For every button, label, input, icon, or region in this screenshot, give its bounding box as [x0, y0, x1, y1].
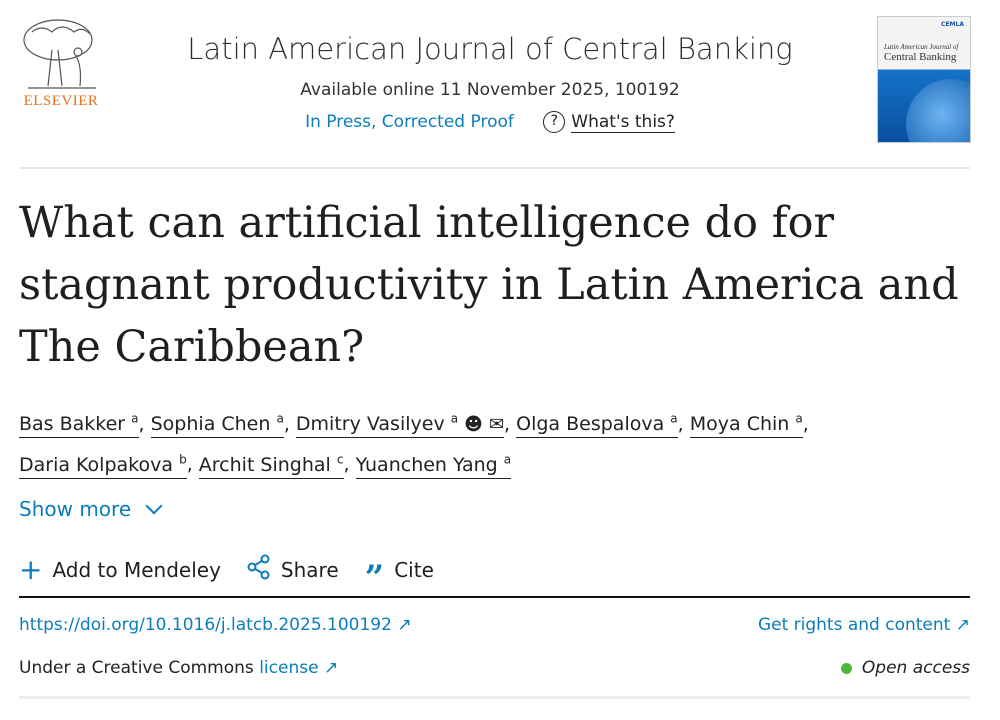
chevron-down-icon: [145, 497, 162, 515]
author-link[interactable]: Daria Kolpakova b: [19, 452, 187, 479]
divider: [19, 696, 970, 699]
cover-line1: Latin American Journal of: [884, 43, 959, 51]
open-access-dot-icon: [840, 662, 852, 674]
author-link[interactable]: Dmitry Vasilyev a ☻ ✉: [295, 412, 505, 439]
journal-title[interactable]: Latin American Journal of Central Bankin…: [187, 32, 793, 66]
open-access-badge: Open access: [840, 658, 970, 678]
globe-graphic: [906, 79, 970, 142]
publication-status: In Press, Corrected Proof ? What's this?: [150, 111, 830, 133]
external-link-icon: ↗: [397, 615, 412, 635]
license-info: Under a Creative Commons license ↗: [19, 658, 339, 678]
in-press-link[interactable]: In Press, Corrected Proof: [305, 112, 514, 132]
elsevier-wordmark: ELSEVIER: [23, 93, 99, 109]
share-icon: [247, 554, 271, 586]
author-link[interactable]: Sophia Chen a: [150, 412, 284, 439]
share-button[interactable]: Share: [247, 554, 339, 586]
whats-this-link[interactable]: What's this?: [571, 112, 675, 133]
email-icon: ✉: [488, 414, 505, 436]
cover-org: CEMLA: [941, 21, 964, 28]
share-label: Share: [280, 557, 339, 582]
author-link[interactable]: Moya Chin a: [689, 412, 803, 439]
doi-link[interactable]: https://doi.org/10.1016/j.latcb.2025.100…: [19, 615, 412, 635]
help-icon[interactable]: ?: [543, 111, 566, 133]
plus-icon: +: [19, 553, 43, 586]
rights-link[interactable]: Get rights and content ↗: [757, 615, 970, 635]
elsevier-tree-logo[interactable]: [18, 16, 104, 112]
author-link[interactable]: Olga Bespalova a: [516, 412, 678, 439]
external-link-icon: ↗: [955, 615, 970, 635]
cover-line2: Central Banking: [884, 51, 957, 63]
person-icon: ☻: [464, 414, 483, 436]
license-link[interactable]: license ↗: [259, 658, 339, 678]
quote-icon: ”: [364, 557, 385, 598]
availability-info: Available online 11 November 2025, 10019…: [300, 80, 680, 100]
article-actions: + Add to Mendeley Share ” Cite: [19, 553, 434, 595]
add-to-mendeley-button[interactable]: + Add to Mendeley: [19, 553, 221, 586]
article-title: What can artificial intelligence do for …: [19, 198, 959, 372]
mendeley-label: Add to Mendeley: [52, 557, 221, 582]
show-more-label: Show more: [19, 497, 132, 521]
author-link[interactable]: Bas Bakker a: [19, 412, 139, 439]
show-more-button[interactable]: Show more: [19, 497, 162, 521]
divider: [19, 167, 970, 169]
divider: [19, 596, 970, 598]
journal-cover-image[interactable]: CEMLA Latin American Journal of Central …: [877, 16, 971, 143]
external-link-icon: ↗: [323, 658, 339, 678]
author-list: Bas Bakker a, Sophia Chen a, Dmitry Vasi…: [19, 402, 970, 483]
cite-label: Cite: [394, 557, 434, 582]
author-link[interactable]: Archit Singhal c: [198, 452, 344, 479]
author-link[interactable]: Yuanchen Yang a: [355, 452, 512, 479]
cite-button[interactable]: ” Cite: [365, 557, 434, 595]
